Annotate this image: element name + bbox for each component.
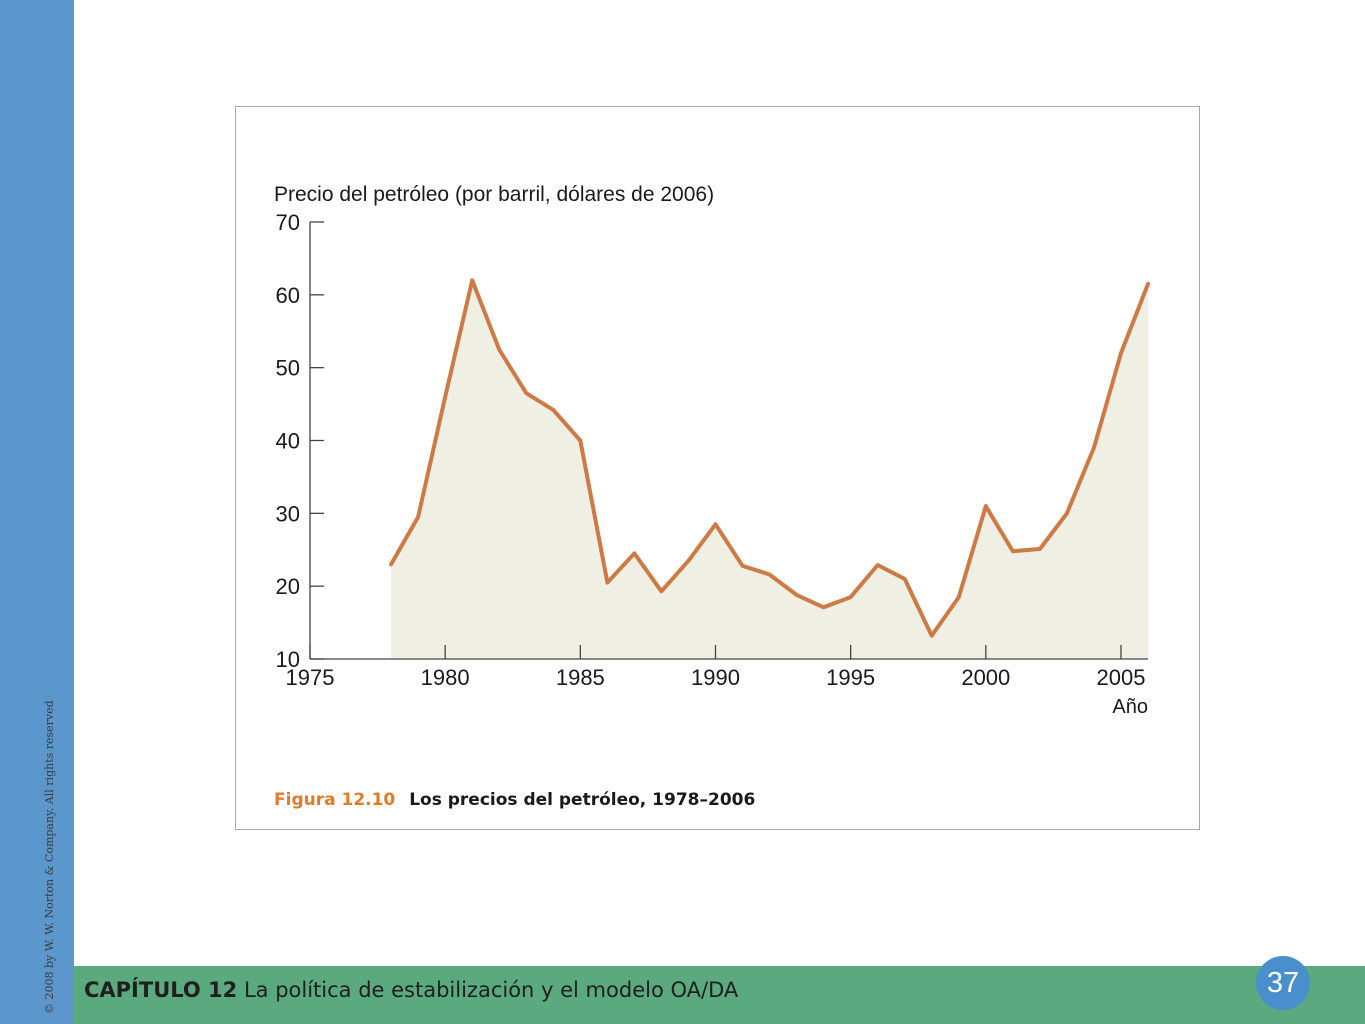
chart-axes: 10 20 30 40 50 60 70 1975 1980 1985 1990 1995 2000 20… <box>276 210 1148 690</box>
figure-caption: Figura 12.10 Los precios del petróleo, 1… <box>274 790 755 810</box>
figure-title: Los precios del petróleo, 1978–2006 <box>409 790 756 810</box>
y-tick-label: 50 <box>276 356 300 381</box>
y-tick-label: 70 <box>276 210 300 235</box>
price-area-fill <box>391 280 1149 659</box>
x-tick-label: 1995 <box>826 665 875 690</box>
price-line <box>389 278 1150 638</box>
x-tick-label: 1985 <box>556 665 605 690</box>
x-axis-label: Año <box>1112 696 1148 718</box>
x-tick-label: 1980 <box>421 665 470 690</box>
footer-bar: CAPÍTULO 12 La política de estabilizació… <box>74 966 1365 1024</box>
chapter-title: La política de estabilización y el model… <box>243 978 739 1002</box>
y-tick-label: 30 <box>276 501 300 526</box>
left-sidebar <box>0 0 74 1024</box>
chapter-label: CAPÍTULO 12 <box>84 978 238 1002</box>
chart-title: Precio del petróleo (por barril, dólares… <box>274 183 714 206</box>
y-tick-label: 20 <box>276 574 300 599</box>
x-tick-label: 1990 <box>691 665 740 690</box>
x-tick-label: 2000 <box>961 665 1010 690</box>
y-tick-label: 40 <box>276 429 300 454</box>
figure-frame <box>235 106 1200 830</box>
x-tick-label: 1975 <box>286 665 335 690</box>
page-number-badge: 37 <box>1256 956 1310 1010</box>
figure-number: Figura 12.10 <box>274 790 396 810</box>
y-tick-label: 10 <box>276 647 300 672</box>
y-tick-label: 60 <box>276 283 300 308</box>
x-tick-label: 2005 <box>1096 665 1145 690</box>
chapter-heading: CAPÍTULO 12 La política de estabilizació… <box>84 978 738 1002</box>
